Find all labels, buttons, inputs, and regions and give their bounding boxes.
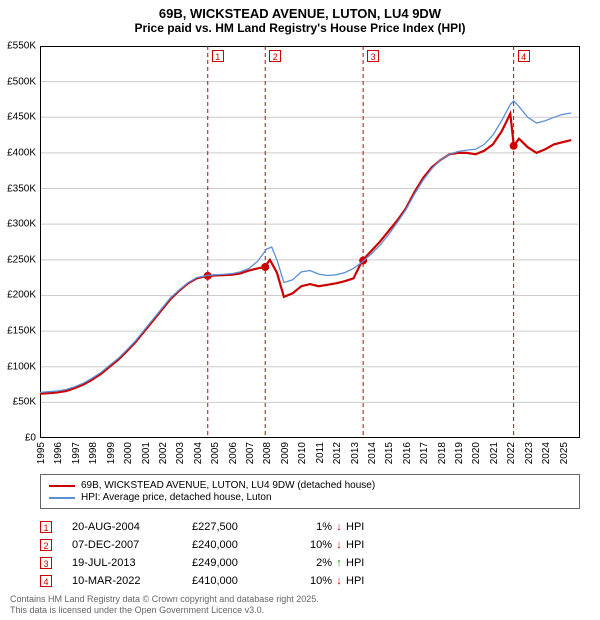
x-tick-label: 2008: [262, 442, 273, 464]
x-tick-label: 2023: [524, 442, 535, 464]
event-price: £249,000: [192, 557, 292, 569]
x-tick-label: 2007: [245, 442, 256, 464]
event-number-badge: 1: [40, 521, 52, 533]
x-tick-label: 2016: [402, 442, 413, 464]
event-row: 4 10-MAR-2022£410,00010%↓HPI: [40, 572, 376, 590]
chart-title: 69B, WICKSTEAD AVENUE, LUTON, LU4 9DW Pr…: [0, 0, 600, 35]
x-tick-label: 2006: [228, 442, 239, 464]
x-tick-label: 2012: [332, 442, 343, 464]
legend-swatch: [49, 497, 75, 499]
legend: 69B, WICKSTEAD AVENUE, LUTON, LU4 9DW (d…: [40, 474, 580, 509]
event-percent: 2%: [292, 557, 332, 569]
x-tick-label: 1997: [71, 442, 82, 464]
x-tick-label: 2002: [158, 442, 169, 464]
trend-arrow-icon: ↓: [332, 575, 346, 587]
y-tick-label: £500K: [7, 76, 36, 87]
x-tick-label: 2009: [280, 442, 291, 464]
event-price: £240,000: [192, 539, 292, 551]
event-marker-badge: 4: [518, 50, 530, 62]
event-row: 1 20-AUG-2004£227,5001%↓HPI: [40, 518, 376, 536]
event-marker-badge: 3: [367, 50, 379, 62]
trend-arrow-icon: ↓: [332, 539, 346, 551]
x-tick-label: 2010: [297, 442, 308, 464]
y-tick-label: £300K: [7, 219, 36, 230]
x-tick-label: 2022: [506, 442, 517, 464]
y-tick-label: £150K: [7, 326, 36, 337]
footer-line1: Contains HM Land Registry data © Crown c…: [10, 594, 319, 605]
trend-arrow-icon: ↑: [332, 557, 346, 569]
event-date: 20-AUG-2004: [72, 521, 192, 533]
x-tick-label: 1996: [53, 442, 64, 464]
x-tick-label: 2014: [367, 442, 378, 464]
x-tick-label: 2015: [384, 442, 395, 464]
x-tick-label: 2004: [193, 442, 204, 464]
x-tick-label: 2000: [123, 442, 134, 464]
legend-row: HPI: Average price, detached house, Luto…: [49, 492, 571, 503]
event-percent: 1%: [292, 521, 332, 533]
event-date: 10-MAR-2022: [72, 575, 192, 587]
events-table: 120-AUG-2004£227,5001%↓HPI207-DEC-2007£2…: [40, 518, 376, 590]
title-line1: 69B, WICKSTEAD AVENUE, LUTON, LU4 9DW: [0, 6, 600, 21]
event-number-badge: 2: [40, 539, 52, 551]
x-tick-label: 2018: [437, 442, 448, 464]
x-tick-label: 2017: [419, 442, 430, 464]
x-tick-label: 2013: [350, 442, 361, 464]
x-tick-label: 2005: [210, 442, 221, 464]
footer-attribution: Contains HM Land Registry data © Crown c…: [10, 594, 319, 616]
chart-svg: [40, 46, 580, 438]
event-tag: HPI: [346, 539, 376, 551]
legend-label: HPI: Average price, detached house, Luto…: [81, 492, 272, 503]
legend-row: 69B, WICKSTEAD AVENUE, LUTON, LU4 9DW (d…: [49, 480, 571, 491]
event-marker-badge: 1: [212, 50, 224, 62]
event-percent: 10%: [292, 539, 332, 551]
y-tick-label: £250K: [7, 254, 36, 265]
footer-line2: This data is licensed under the Open Gov…: [10, 605, 319, 616]
x-tick-label: 2024: [541, 442, 552, 464]
x-tick-label: 1998: [88, 442, 99, 464]
event-row: 2 07-DEC-2007£240,00010%↓HPI: [40, 536, 376, 554]
x-tick-label: 2001: [141, 442, 152, 464]
y-tick-label: £400K: [7, 147, 36, 158]
x-tick-label: 2003: [175, 442, 186, 464]
event-row: 3 19-JUL-2013£249,0002%↑HPI: [40, 554, 376, 572]
chart-plot-area: £0£50K£100K£150K£200K£250K£300K£350K£400…: [40, 46, 580, 438]
x-tick-label: 2021: [489, 442, 500, 464]
event-date: 07-DEC-2007: [72, 539, 192, 551]
x-tick-label: 2019: [454, 442, 465, 464]
plot-border: [41, 47, 580, 438]
y-tick-label: £350K: [7, 183, 36, 194]
y-tick-label: £550K: [7, 41, 36, 52]
x-tick-label: 1999: [106, 442, 117, 464]
event-price: £410,000: [192, 575, 292, 587]
y-tick-label: £50K: [13, 397, 36, 408]
event-number-badge: 4: [40, 575, 52, 587]
event-date: 19-JUL-2013: [72, 557, 192, 569]
x-tick-label: 2011: [315, 442, 326, 464]
event-number-badge: 3: [40, 557, 52, 569]
y-tick-label: £200K: [7, 290, 36, 301]
legend-swatch: [49, 485, 75, 487]
y-tick-label: £0: [25, 433, 36, 444]
legend-label: 69B, WICKSTEAD AVENUE, LUTON, LU4 9DW (d…: [81, 480, 375, 491]
event-tag: HPI: [346, 575, 376, 587]
title-line2: Price paid vs. HM Land Registry's House …: [0, 21, 600, 35]
x-tick-label: 2025: [559, 442, 570, 464]
y-tick-label: £100K: [7, 361, 36, 372]
event-tag: HPI: [346, 557, 376, 569]
trend-arrow-icon: ↓: [332, 521, 346, 533]
series-price-paid: [40, 114, 571, 394]
event-price: £227,500: [192, 521, 292, 533]
event-marker-badge: 2: [269, 50, 281, 62]
event-percent: 10%: [292, 575, 332, 587]
event-tag: HPI: [346, 521, 376, 533]
y-tick-label: £450K: [7, 112, 36, 123]
x-tick-label: 2020: [471, 442, 482, 464]
x-tick-label: 1995: [36, 442, 47, 464]
